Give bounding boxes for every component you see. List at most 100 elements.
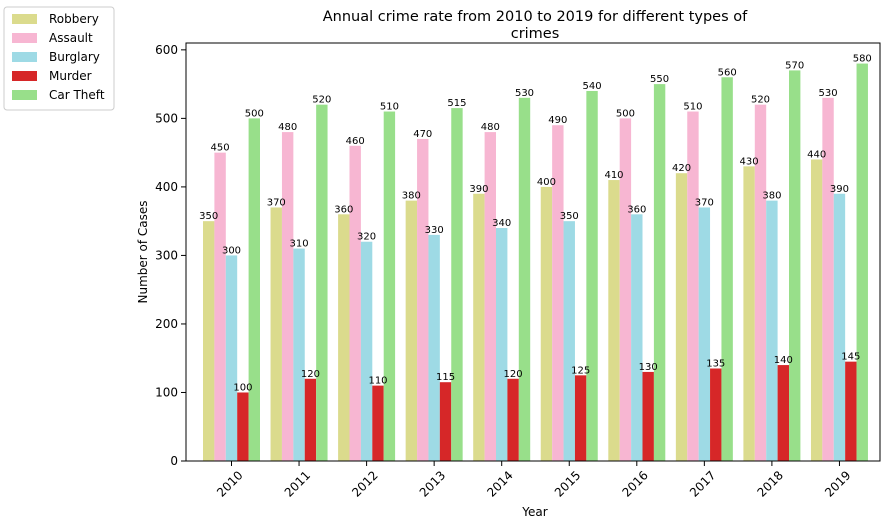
bar-robbery-2017 bbox=[675, 173, 688, 461]
bar-car-theft-2014 bbox=[518, 97, 531, 461]
bar-value-label: 320 bbox=[357, 232, 376, 243]
bar-robbery-2010 bbox=[203, 221, 215, 461]
bar-burglary-2018 bbox=[766, 200, 778, 462]
bar-value-label: 115 bbox=[436, 372, 455, 383]
bar-robbery-2013 bbox=[405, 200, 418, 462]
x-tick-label: 2014 bbox=[484, 468, 515, 499]
bar-value-label: 520 bbox=[751, 95, 770, 106]
bar-burglary-2019 bbox=[833, 193, 846, 461]
legend-swatch-robbery bbox=[12, 14, 37, 24]
bar-assault-2017 bbox=[687, 111, 699, 462]
bar-value-label: 125 bbox=[571, 365, 590, 376]
bar-value-label: 560 bbox=[718, 67, 737, 78]
y-tick-label: 0 bbox=[170, 454, 178, 468]
bar-burglary-2011 bbox=[293, 248, 305, 461]
bar-value-label: 380 bbox=[762, 191, 781, 202]
x-tick-label: 2010 bbox=[214, 468, 245, 499]
bar-assault-2010 bbox=[214, 152, 226, 461]
bar-value-label: 580 bbox=[853, 54, 872, 65]
legend-label-murder: Murder bbox=[49, 69, 92, 83]
bar-assault-2011 bbox=[281, 132, 294, 461]
bar-value-label: 470 bbox=[413, 129, 432, 140]
bar-assault-2016 bbox=[619, 118, 632, 461]
legend-swatch-murder bbox=[12, 71, 37, 81]
bar-car-theft-2012 bbox=[383, 111, 396, 462]
bar-murder-2013 bbox=[439, 382, 452, 461]
y-tick-label: 400 bbox=[155, 180, 178, 194]
y-tick-label: 600 bbox=[155, 43, 178, 57]
x-tick-label: 2016 bbox=[619, 468, 650, 499]
bar-car-theft-2013 bbox=[451, 108, 463, 461]
bar-value-label: 500 bbox=[245, 108, 264, 119]
bar-value-label: 140 bbox=[774, 355, 793, 366]
y-tick-label: 300 bbox=[155, 248, 178, 262]
legend: Robbery Assault Burglary Murder Car Theft bbox=[3, 6, 115, 111]
bar-value-label: 515 bbox=[447, 98, 466, 109]
bar-value-label: 370 bbox=[267, 197, 286, 208]
y-tick-label: 100 bbox=[155, 385, 178, 399]
bar-value-label: 410 bbox=[604, 170, 623, 181]
bar-car-theft-2018 bbox=[789, 70, 801, 461]
bar-value-label: 420 bbox=[672, 163, 691, 174]
bar-value-label: 480 bbox=[278, 122, 297, 133]
x-tick-label: 2017 bbox=[687, 468, 718, 499]
bar-value-label: 340 bbox=[492, 218, 511, 229]
bar-value-label: 400 bbox=[537, 177, 556, 188]
bar-burglary-2010 bbox=[225, 255, 238, 461]
bar-robbery-2016 bbox=[608, 180, 620, 462]
legend-swatch-car-theft bbox=[12, 90, 37, 100]
bar-assault-2014 bbox=[484, 132, 496, 461]
bar-value-label: 130 bbox=[639, 362, 658, 373]
x-axis-label: Year bbox=[521, 505, 547, 519]
bar-assault-2019 bbox=[822, 97, 834, 461]
bar-value-label: 350 bbox=[560, 211, 579, 222]
x-tick-label: 2012 bbox=[349, 468, 380, 499]
bar-car-theft-2010 bbox=[248, 118, 260, 461]
bar-value-label: 360 bbox=[334, 204, 353, 215]
bar-robbery-2018 bbox=[743, 166, 755, 461]
x-tick-label: 2018 bbox=[755, 468, 786, 499]
bar-value-label: 380 bbox=[402, 191, 421, 202]
bar-value-label: 530 bbox=[515, 88, 534, 99]
bar-value-label: 490 bbox=[548, 115, 567, 126]
y-axis-ticks: 0 100 200 300 400 500 600 bbox=[155, 43, 186, 468]
bar-murder-2016 bbox=[642, 371, 654, 461]
bar-burglary-2016 bbox=[631, 214, 643, 461]
legend-label-assault: Assault bbox=[49, 31, 93, 45]
x-tick-label: 2013 bbox=[417, 468, 448, 499]
bar-assault-2013 bbox=[417, 138, 429, 461]
legend-label-car-theft: Car Theft bbox=[49, 88, 105, 102]
y-axis-label: Number of Cases bbox=[136, 200, 150, 303]
bar-assault-2018 bbox=[754, 104, 767, 462]
legend-label-robbery: Robbery bbox=[49, 12, 99, 26]
bar-value-label: 500 bbox=[616, 108, 635, 119]
y-tick-label: 500 bbox=[155, 111, 178, 125]
bar-murder-2012 bbox=[372, 385, 384, 461]
bar-murder-2010 bbox=[237, 392, 249, 461]
bar-car-theft-2017 bbox=[721, 77, 733, 461]
bar-car-theft-2015 bbox=[586, 90, 598, 461]
bar-robbery-2011 bbox=[270, 207, 282, 461]
chart-title-line-1: Annual crime rate from 2010 to 2019 for … bbox=[323, 9, 748, 25]
bar-value-label: 390 bbox=[830, 184, 849, 195]
bar-robbery-2012 bbox=[338, 214, 350, 461]
bar-value-label: 110 bbox=[368, 376, 387, 387]
bar-burglary-2015 bbox=[563, 221, 575, 461]
bar-value-label: 370 bbox=[695, 197, 714, 208]
bar-assault-2012 bbox=[349, 145, 361, 462]
legend-swatch-burglary bbox=[12, 52, 37, 62]
bar-value-label: 450 bbox=[211, 143, 230, 154]
bar-value-label: 530 bbox=[819, 88, 838, 99]
bar-value-label: 145 bbox=[841, 352, 860, 363]
legend-frame bbox=[3, 6, 115, 111]
bar-value-label: 135 bbox=[706, 358, 725, 369]
bar-value-label: 510 bbox=[380, 102, 399, 113]
bar-car-theft-2019 bbox=[856, 63, 868, 462]
bar-robbery-2019 bbox=[810, 159, 823, 462]
bar-value-label: 120 bbox=[301, 369, 320, 380]
bar-car-theft-2016 bbox=[653, 84, 666, 462]
bar-value-label: 390 bbox=[469, 184, 488, 195]
bars-group bbox=[203, 63, 868, 462]
bar-value-label: 460 bbox=[346, 136, 365, 147]
